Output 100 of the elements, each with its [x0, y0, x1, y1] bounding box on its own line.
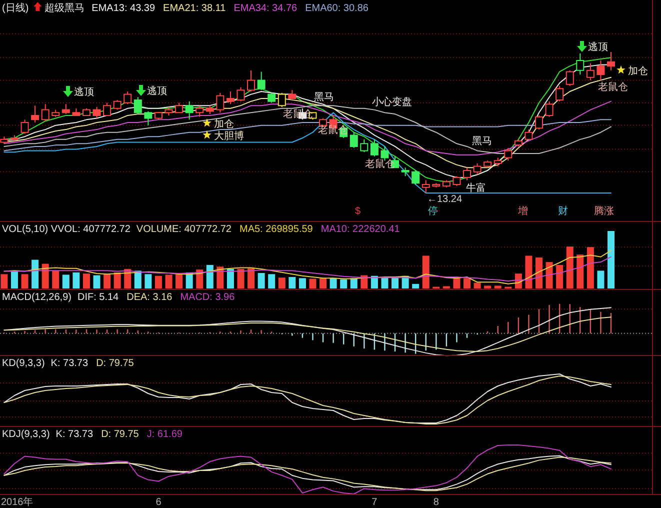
- text: D: 79.75: [101, 429, 140, 440]
- candlestick: [463, 167, 472, 181]
- bar: [134, 270, 142, 288]
- text: 增: [517, 205, 528, 217]
- candlestick: [236, 86, 245, 102]
- candlestick: [20, 119, 29, 134]
- candlestick: [154, 112, 162, 120]
- candlestick: [412, 170, 420, 186]
- x-tick-label: 2016年: [1, 496, 34, 508]
- bar: [370, 276, 378, 288]
- annotation: 大胆博: [214, 130, 244, 142]
- x-tick-label: 6: [156, 497, 162, 508]
- candlestick: [185, 100, 194, 120]
- candlestick: [113, 99, 122, 110]
- text: EMA21: 38.11: [163, 3, 226, 14]
- annotation: 逃顶: [147, 85, 167, 97]
- text: 财: [558, 205, 568, 217]
- annotation: 牛富: [466, 182, 486, 194]
- text: EMA13: 43.39: [92, 3, 156, 14]
- bar: [42, 264, 49, 288]
- annotation: 小心变盘: [372, 96, 412, 108]
- annotation: 黑马: [472, 136, 492, 147]
- text: J: 61.69: [146, 429, 183, 440]
- candlestick: [576, 52, 584, 76]
- candlestick: [432, 182, 440, 188]
- bar: [114, 272, 121, 288]
- candlestick: [134, 96, 142, 115]
- candlestick: [52, 109, 60, 118]
- bar: [248, 268, 255, 289]
- candlestick: [257, 71, 266, 91]
- candlestick: [0, 136, 8, 144]
- bar: [360, 275, 368, 288]
- bar: [288, 277, 296, 288]
- bar: [381, 278, 388, 288]
- bar: [566, 246, 574, 288]
- bar: [165, 274, 172, 288]
- candlestick: [268, 92, 276, 104]
- candlestick: [350, 132, 358, 148]
- text: MACD: 3.96: [180, 292, 236, 303]
- candlestick: [442, 180, 450, 188]
- text: DIF: 5.14: [77, 292, 120, 303]
- candlestick: [278, 92, 286, 108]
- bar: [422, 256, 430, 288]
- bar: [576, 254, 584, 288]
- bar: [464, 278, 471, 288]
- candlestick: [62, 104, 70, 115]
- bar: [176, 274, 183, 289]
- chart-title: MACD(12,26,9): [2, 292, 72, 303]
- bar: [72, 272, 80, 288]
- candlestick: [226, 90, 234, 105]
- chart-title: KDJ(9,3,3): [2, 429, 50, 440]
- annotation: 老鼠仓: [598, 81, 628, 93]
- text: DEA: 3.16: [126, 292, 173, 303]
- bar: [93, 275, 100, 288]
- annotation: ←13.24: [427, 194, 462, 205]
- x-tick-label: 7: [372, 497, 378, 508]
- bar: [124, 268, 132, 288]
- annotation: VOLUME: 407772.72: [136, 224, 232, 235]
- candlestick: [370, 138, 378, 157]
- candlestick: [216, 92, 224, 114]
- bar: [546, 262, 553, 288]
- candlestick: [494, 157, 502, 167]
- text: EMA34: 34.76: [234, 3, 298, 14]
- bar: [82, 274, 90, 288]
- annotation: 逃顶: [588, 41, 608, 53]
- candlestick: [484, 160, 492, 168]
- candlestick: [360, 138, 368, 153]
- bar: [298, 278, 306, 288]
- candlestick: [82, 108, 90, 116]
- annotation: 加仓: [214, 118, 234, 130]
- bar: [330, 278, 337, 288]
- candlestick: [504, 147, 512, 162]
- bar: [412, 284, 420, 288]
- bar: [21, 274, 28, 289]
- bar: [536, 257, 543, 288]
- candlestick: [92, 106, 101, 119]
- text: 腾涨: [594, 205, 614, 217]
- text: $: [355, 206, 361, 217]
- candlestick: [566, 70, 574, 86]
- bar: [494, 286, 502, 289]
- bar: [237, 268, 244, 288]
- candlestick: [206, 105, 214, 115]
- bar: [309, 278, 316, 288]
- text: K: 73.73: [56, 429, 94, 440]
- candlestick: [422, 180, 430, 194]
- bar: [32, 260, 39, 288]
- candlestick: [288, 90, 296, 100]
- bar: [525, 256, 532, 288]
- candlestick: [586, 62, 594, 81]
- bar: [350, 278, 358, 288]
- bar: [226, 268, 234, 288]
- candlestick: [41, 104, 50, 122]
- bar: [62, 274, 70, 288]
- bar: [104, 274, 111, 289]
- bar: [586, 247, 594, 288]
- chart-title: (日线): [2, 2, 29, 14]
- candlestick: [31, 105, 40, 123]
- text: EMA60: 30.86: [305, 3, 369, 14]
- candlestick: [196, 105, 204, 118]
- text: MA5: 269895.59: [239, 224, 314, 235]
